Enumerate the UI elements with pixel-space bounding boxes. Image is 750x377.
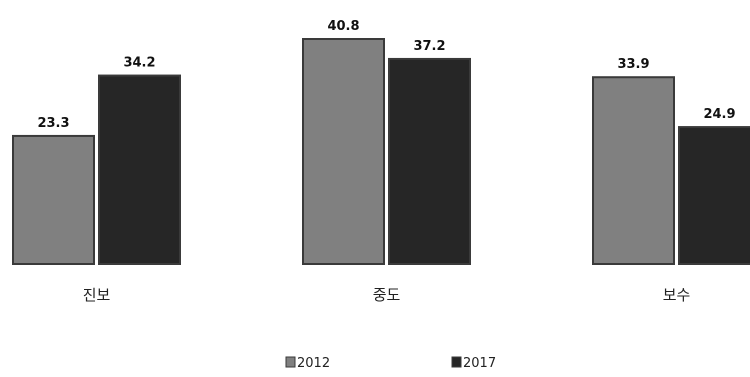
value-label-2012-2: 33.9 (617, 57, 649, 72)
legend-swatch-2012 (285, 356, 296, 368)
bar-2017-2 (678, 126, 750, 265)
category-labels-layer: 진보 중도 보수 (83, 286, 691, 304)
category-label-2: 보수 (663, 286, 691, 304)
bar-2017-1 (388, 57, 471, 265)
category-label-0: 진보 (83, 286, 111, 304)
legend-swatch-2017 (451, 356, 462, 368)
bar-2012-2 (592, 76, 675, 266)
value-labels-layer: 23.3 34.2 40.8 37.2 33.9 24.9 (37, 19, 735, 131)
legend-label-2017: 2017 (463, 356, 496, 371)
legend-label-2012: 2012 (297, 356, 330, 371)
bars-layer (12, 38, 750, 266)
category-label-1: 중도 (373, 286, 401, 304)
bar-2017-0 (98, 74, 181, 265)
bar-2012-1 (302, 38, 385, 265)
value-label-2012-1: 40.8 (327, 19, 359, 34)
value-label-2017-0: 34.2 (123, 56, 155, 71)
bar-2012-0 (12, 134, 95, 265)
value-label-2017-2: 24.9 (703, 107, 735, 122)
value-label-2017-1: 37.2 (413, 39, 445, 54)
legend: 2012 2017 (285, 356, 496, 371)
value-label-2012-0: 23.3 (37, 116, 69, 131)
